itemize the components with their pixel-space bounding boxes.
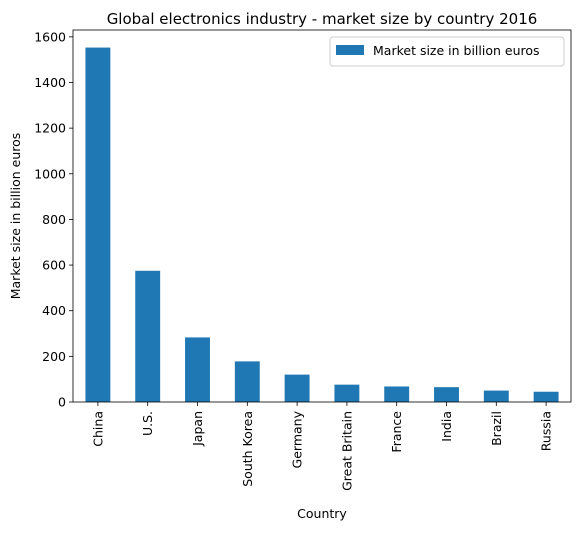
bar-germany (284, 374, 310, 402)
x-tick-label: India (439, 411, 454, 442)
y-axis: 0 200 400 600 800 1000 1200 1400 1600 (34, 29, 73, 410)
bar-russia (533, 391, 559, 402)
x-tick-label: Great Britain (339, 411, 354, 491)
x-tick-label: Russia (539, 411, 554, 451)
y-tick-label: 1400 (34, 75, 66, 90)
legend: Market size in billion euros (329, 36, 565, 67)
x-tick-label: Germany (290, 410, 305, 468)
bars (85, 47, 559, 403)
y-tick-label: 1200 (34, 121, 66, 136)
y-tick-label: 400 (42, 303, 66, 318)
y-axis-label: Market size in billion euros (8, 133, 23, 300)
y-tick-label: 1600 (34, 29, 66, 44)
bar-china (85, 47, 111, 403)
legend-frame (329, 36, 565, 67)
bar-great-britain (334, 384, 360, 402)
x-tick-label: South Korea (240, 411, 255, 487)
x-tick-label: Japan (190, 411, 205, 447)
bar-brazil (483, 390, 509, 402)
x-tick-label: U.S. (140, 411, 155, 436)
y-tick-label: 1000 (34, 166, 66, 181)
legend-label: Market size in billion euros (373, 43, 540, 58)
chart-title: Global electronics industry - market siz… (107, 10, 538, 28)
bar-france (384, 386, 410, 402)
x-axis-label: Country (297, 506, 347, 521)
x-axis: China U.S. Japan South Korea Germany Great Br… (90, 402, 554, 491)
bar-india (434, 387, 459, 402)
x-tick-label: France (389, 411, 404, 453)
bar-u-s (135, 270, 161, 402)
y-tick-label: 600 (42, 258, 66, 273)
plot-frame (72, 29, 572, 403)
y-tick-label: 200 (42, 349, 66, 364)
y-tick-label: 0 (58, 395, 66, 410)
bar-south-korea (234, 361, 260, 402)
y-tick-label: 800 (42, 212, 66, 227)
legend-swatch (336, 45, 364, 55)
x-tick-label: Brazil (489, 411, 504, 446)
x-tick-label: China (90, 411, 105, 447)
bar-japan (185, 337, 210, 402)
